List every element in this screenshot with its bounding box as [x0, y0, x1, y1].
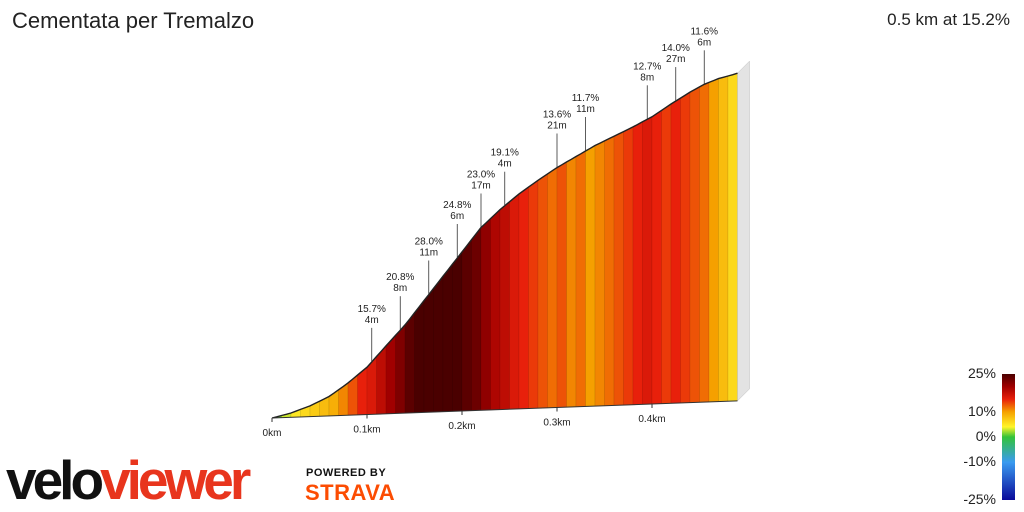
distance-tick-label: 0.2km [448, 421, 475, 432]
gradient-slice [461, 239, 472, 412]
gradient-slice [452, 251, 463, 412]
legend-tick-label: 0% [976, 428, 996, 444]
annotation-length: 8m [393, 283, 407, 294]
gradient-slice [651, 110, 662, 405]
powered-by-label: POWERED BY [306, 467, 387, 479]
gradient-slice [376, 345, 387, 415]
veloviewer-logo[interactable]: veloviewer [6, 449, 251, 511]
annotation-length: 11m [419, 248, 438, 259]
distance-tick-label: 0km [263, 428, 282, 439]
annotation-length: 6m [450, 211, 464, 222]
legend-tick-label: 25% [968, 365, 996, 381]
distance-tick-label: 0.1km [353, 425, 380, 436]
gradient-slice [471, 227, 482, 411]
annotation-length: 4m [498, 159, 512, 170]
gradient-slice [547, 167, 558, 409]
gradient-slice [708, 78, 719, 403]
annotation-length: 17m [471, 181, 490, 192]
profile-side-face [737, 60, 750, 402]
gradient-slice [604, 135, 615, 407]
annotation-length: 27m [666, 54, 685, 65]
annotation-grade: 11.6% [690, 26, 718, 37]
gradient-slice [613, 131, 624, 406]
distance-tick-label: 0.4km [638, 414, 665, 425]
legend-tick-label: -10% [963, 453, 996, 469]
strava-logo[interactable]: STRAVA [305, 480, 396, 505]
annotation-grade: 19.1% [491, 148, 519, 159]
gradient-slice [528, 179, 539, 409]
distance-axis-line [271, 400, 738, 419]
gradient-slice [490, 209, 501, 411]
gradient-slice [699, 82, 710, 403]
gradient-slices [271, 72, 738, 419]
annotation-grade: 11.7% [572, 93, 600, 104]
annotation-length: 8m [640, 72, 654, 83]
gradient-slice [623, 126, 634, 406]
gradient-slice [642, 116, 653, 405]
annotation-grade: 24.8% [443, 200, 471, 211]
gradient-slice [404, 312, 415, 414]
gradient-slice [670, 97, 681, 404]
annotation-grade: 28.0% [415, 237, 443, 248]
gradient-slice [718, 75, 729, 402]
gradient-slice [480, 218, 491, 411]
gradient-slice [661, 103, 672, 404]
annotation-length: 11m [576, 104, 595, 115]
gradient-slice [566, 156, 577, 408]
gradient-slice [689, 86, 700, 403]
gradient-slice [338, 382, 349, 416]
legend-color-bar [1002, 374, 1015, 500]
annotation-grade: 15.7% [358, 304, 386, 315]
gradient-slice [575, 150, 586, 408]
climb-summary: 0.5 km at 15.2% [887, 10, 1010, 29]
gradient-slice [632, 121, 643, 405]
annotation-grade: 13.6% [543, 110, 571, 121]
page-title: Cementata per Tremalzo [12, 8, 255, 33]
gradient-slice [680, 91, 691, 404]
distance-axis: 0km 0.1km 0.2km 0.3km 0.4km [263, 400, 738, 439]
gradient-slice [499, 201, 510, 410]
gradient-slice [385, 334, 396, 415]
annotation-length: 21m [547, 121, 566, 132]
gradient-slice [518, 186, 529, 410]
gradient-slice [556, 161, 567, 408]
gradient-slice [537, 173, 548, 409]
gradient-slice [395, 324, 406, 414]
gradient-slice [433, 275, 444, 413]
gradient-slice [727, 72, 738, 402]
gradient-slice [423, 287, 434, 413]
annotation-length: 4m [365, 315, 379, 326]
gradient-slice [442, 263, 453, 412]
legend-tick-label: 10% [968, 403, 996, 419]
gradient-slice [585, 145, 596, 407]
legend-tick-label: -25% [963, 491, 996, 507]
logo-viewer-text: viewer [100, 449, 251, 511]
annotation-grade: 14.0% [662, 43, 690, 54]
gradient-slice [594, 140, 605, 407]
segment-annotations: 15.7%4m20.8%8m28.0%11m24.8%6m23.0%17m19.… [358, 26, 718, 362]
annotation-grade: 20.8% [386, 272, 414, 283]
annotation-grade: 12.7% [633, 61, 661, 72]
annotation-grade: 23.0% [467, 170, 495, 181]
distance-tick-label: 0.3km [543, 418, 570, 429]
gradient-slice [509, 193, 520, 410]
annotation-length: 6m [697, 37, 711, 48]
gradient-legend: 25% 10% 0% -10% -25% [963, 365, 1015, 507]
logo-velo-text: velo [6, 449, 104, 511]
gradient-slice [414, 300, 425, 414]
